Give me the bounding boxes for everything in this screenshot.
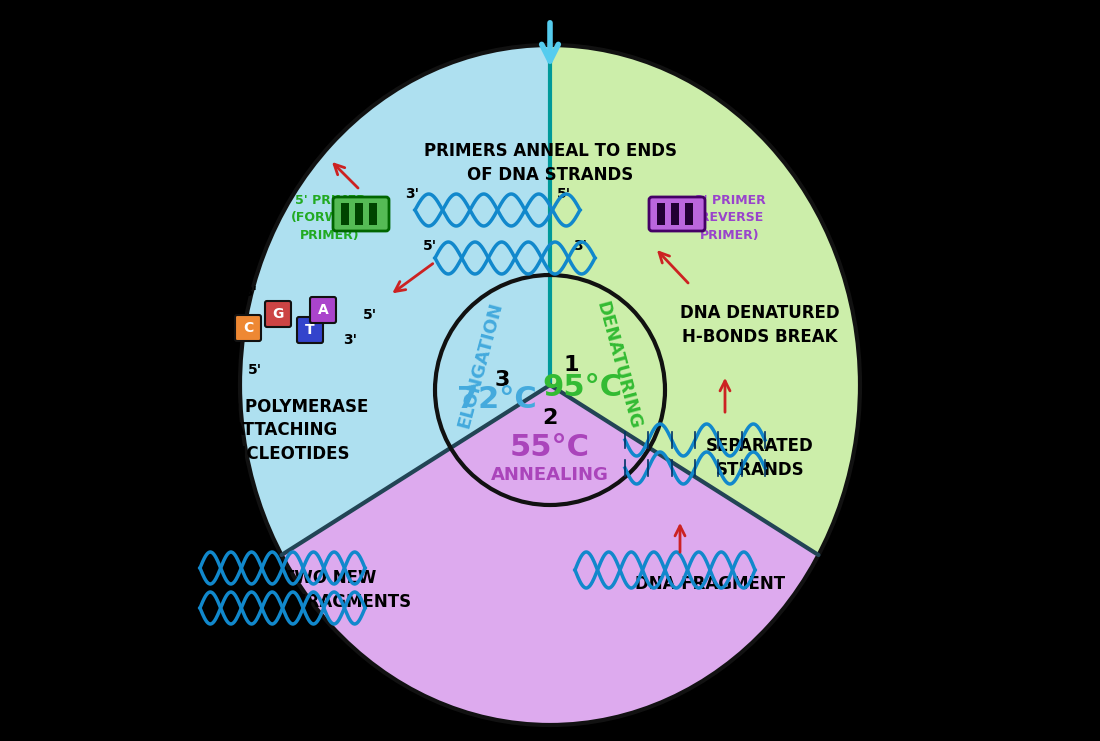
- Text: 3': 3': [573, 239, 587, 253]
- FancyBboxPatch shape: [333, 197, 389, 231]
- Text: DNA FRAGMENT: DNA FRAGMENT: [635, 575, 785, 593]
- Text: ELONGATION: ELONGATION: [454, 300, 506, 430]
- Polygon shape: [550, 45, 860, 555]
- Text: DENATURING: DENATURING: [592, 299, 644, 431]
- FancyBboxPatch shape: [297, 317, 323, 343]
- Text: 72°C: 72°C: [458, 385, 537, 414]
- FancyBboxPatch shape: [265, 301, 292, 327]
- Text: 5': 5': [248, 363, 262, 377]
- Text: 2: 2: [542, 408, 558, 428]
- Text: 3': 3': [343, 333, 358, 347]
- Text: G: G: [273, 307, 284, 321]
- Bar: [671, 203, 679, 225]
- Text: TWO NEW
DNA FRAGMENTS: TWO NEW DNA FRAGMENTS: [249, 569, 411, 611]
- Bar: [368, 203, 377, 225]
- Text: 5' PRIMER
(FORWARD
PRIMER): 5' PRIMER (FORWARD PRIMER): [292, 194, 368, 242]
- Text: 5': 5': [557, 187, 571, 201]
- Polygon shape: [282, 385, 818, 725]
- Bar: [685, 203, 693, 225]
- Text: 5': 5': [363, 308, 377, 322]
- Text: PRIMERS ANNEAL TO ENDS
OF DNA STRANDS: PRIMERS ANNEAL TO ENDS OF DNA STRANDS: [424, 142, 676, 184]
- Bar: [341, 203, 349, 225]
- Text: 3' PRIMER
(REVERSE
PRIMER): 3' PRIMER (REVERSE PRIMER): [694, 194, 766, 242]
- Text: 3: 3: [494, 370, 509, 390]
- FancyBboxPatch shape: [235, 315, 261, 341]
- Text: SEPARATED
STRANDS: SEPARATED STRANDS: [706, 437, 814, 479]
- Text: 5': 5': [424, 239, 437, 253]
- Text: 3': 3': [405, 187, 419, 201]
- Text: 55°C: 55°C: [510, 433, 590, 462]
- FancyBboxPatch shape: [649, 197, 705, 231]
- Text: DNA DENATURED
H-BONDS BREAK: DNA DENATURED H-BONDS BREAK: [680, 305, 839, 346]
- Bar: [657, 203, 665, 225]
- Text: 95°C: 95°C: [542, 373, 623, 402]
- Text: ANNEALING: ANNEALING: [491, 466, 609, 484]
- Text: C: C: [243, 321, 253, 335]
- Text: TAQ POLYMERASE
ATTACHING
NUCLEOTIDES: TAQ POLYMERASE ATTACHING NUCLEOTIDES: [201, 397, 368, 462]
- Text: T: T: [305, 323, 315, 337]
- Bar: [355, 203, 363, 225]
- Text: A: A: [318, 303, 329, 317]
- Text: 1: 1: [563, 355, 579, 375]
- FancyBboxPatch shape: [310, 297, 336, 323]
- Text: 3': 3': [243, 285, 257, 299]
- Polygon shape: [240, 45, 550, 555]
